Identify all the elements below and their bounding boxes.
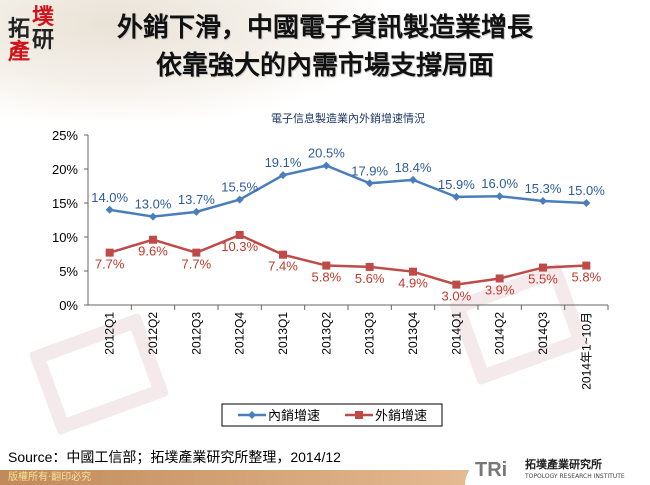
data-point xyxy=(582,199,591,207)
data-point xyxy=(365,262,374,271)
legend-square-marker xyxy=(355,411,363,419)
data-label: 17.9% xyxy=(351,163,388,178)
x-tick-label: 2012Q2 xyxy=(146,312,160,355)
y-tick-label: 25% xyxy=(52,128,78,143)
x-tick-label: 2014年1~10月 xyxy=(579,312,593,390)
data-label: 15.9% xyxy=(438,177,475,192)
x-tick-label: 2014Q1 xyxy=(449,312,463,355)
data-label: 5.8% xyxy=(312,270,342,285)
x-tick-label: 2013Q1 xyxy=(276,312,290,355)
data-point xyxy=(452,192,461,201)
data-label: 7.7% xyxy=(182,257,212,272)
y-tick-label: 0% xyxy=(59,298,78,313)
data-label: 3.9% xyxy=(485,282,515,297)
data-point xyxy=(279,171,287,180)
data-point xyxy=(539,196,547,205)
data-point xyxy=(582,261,591,270)
x-tick-label: 2012Q3 xyxy=(189,312,203,355)
data-label: 5.6% xyxy=(355,271,385,286)
data-label: 7.4% xyxy=(268,259,298,274)
data-point xyxy=(235,230,244,239)
data-point xyxy=(365,179,374,188)
x-tick-label: 2012Q1 xyxy=(103,312,117,355)
y-tick-label: 20% xyxy=(52,162,78,177)
background-map xyxy=(0,0,380,120)
data-label: 3.0% xyxy=(442,289,472,304)
data-point xyxy=(495,274,504,283)
legend-label-export: 外銷增速 xyxy=(375,408,427,423)
y-tick-label: 15% xyxy=(52,196,78,211)
data-label: 18.4% xyxy=(395,160,432,175)
data-label: 7.7% xyxy=(95,257,125,272)
data-point xyxy=(105,205,114,214)
copyright-text: 版權所有‧翻印必究 xyxy=(8,472,92,483)
legend: 內銷增速 外銷增速 xyxy=(221,403,443,427)
page-title-line1: 外銷下滑，中國電子資訊製造業增長 xyxy=(116,13,533,43)
data-point xyxy=(192,248,201,257)
data-label: 4.9% xyxy=(398,276,428,291)
line-chart: 電子信息製造業內外銷增速情況 0% 5% 10% 15% 20% 25% 2012Q1 20… xyxy=(52,111,609,427)
series-line-1 xyxy=(109,233,587,286)
source-note: Source：中國工信部；拓墣產業研究所整理，2014/12 xyxy=(8,449,341,465)
data-label: 15.0% xyxy=(568,183,605,198)
data-label: 16.0% xyxy=(481,176,518,191)
legend-diamond-marker xyxy=(248,411,256,419)
logo-char: 墣 xyxy=(32,4,55,30)
data-label: 19.1% xyxy=(265,155,302,170)
brand-tri: TRi xyxy=(475,459,508,481)
data-label: 13.7% xyxy=(178,192,215,207)
data-point xyxy=(322,261,331,270)
data-label: 9.6% xyxy=(138,244,168,259)
data-point xyxy=(192,207,201,216)
data-point xyxy=(322,161,331,170)
data-point xyxy=(495,192,504,201)
brand-name: 拓墣產業研究所 xyxy=(525,458,602,471)
data-label: 10.3% xyxy=(221,239,258,254)
data-point xyxy=(409,175,417,184)
brand-en: TOPOLOGY RESEARCH INSTITUTE xyxy=(525,473,625,480)
data-label: 20.5% xyxy=(308,146,345,161)
data-point xyxy=(105,248,114,257)
y-tick-label: 5% xyxy=(59,264,78,279)
x-tick-label: 2014Q3 xyxy=(536,312,550,355)
data-point xyxy=(235,195,244,204)
data-point xyxy=(539,263,547,272)
data-label: 14.0% xyxy=(91,190,128,205)
data-point xyxy=(452,280,461,289)
logo-char: 拓 xyxy=(8,16,31,42)
data-label: 15.5% xyxy=(221,180,258,195)
data-point xyxy=(149,235,157,244)
data-point xyxy=(149,212,157,221)
data-point xyxy=(279,250,287,259)
data-label: 13.0% xyxy=(135,197,172,212)
logo-char: 研 xyxy=(32,27,55,53)
y-tick-label: 10% xyxy=(52,230,78,245)
data-label: 5.5% xyxy=(528,272,558,287)
series-line-0 xyxy=(109,164,587,218)
x-tick-label: 2013Q4 xyxy=(406,312,420,355)
data-point xyxy=(409,267,417,276)
chart-title: 電子信息製造業內外銷增速情況 xyxy=(271,111,425,125)
x-tick-label: 2013Q2 xyxy=(319,312,333,355)
x-tick-label: 2013Q3 xyxy=(363,312,377,355)
data-label: 5.8% xyxy=(572,270,602,285)
legend-label-domestic: 內銷增速 xyxy=(268,408,320,423)
logo-char: 產 xyxy=(8,39,31,65)
page-title-line2: 依靠強大的內需市場支撐局面 xyxy=(155,51,494,81)
brand-logo: TRi 拓墣產業研究所 TOPOLOGY RESEARCH INSTITUTE xyxy=(465,458,650,485)
logo: 拓 墣 產 研 xyxy=(8,4,60,63)
x-tick-label: 2012Q4 xyxy=(233,312,247,355)
data-label: 15.3% xyxy=(525,181,562,196)
x-tick-label: 2014Q2 xyxy=(493,312,507,355)
